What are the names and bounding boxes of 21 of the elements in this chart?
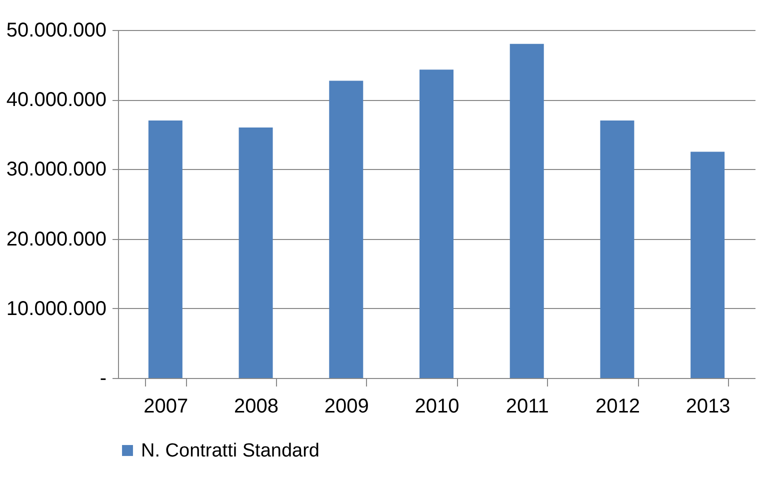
y-tick-label: 50.000.000 xyxy=(6,20,106,42)
x-tick-label: 2011 xyxy=(506,396,549,418)
x-tick-label: 2008 xyxy=(234,396,279,418)
x-tick-label: 2013 xyxy=(686,396,730,418)
x-tick-label: 2009 xyxy=(324,396,369,418)
x-tick-label: 2010 xyxy=(414,396,460,418)
bar xyxy=(148,120,182,378)
bar xyxy=(238,127,273,378)
bar xyxy=(510,44,544,378)
x-tick-label: 2007 xyxy=(144,396,188,418)
legend-label: N. Contratti Standard xyxy=(141,440,320,462)
y-tick-label: 20.000.000 xyxy=(6,228,106,250)
y-tick-label: 30.000.000 xyxy=(6,158,106,181)
bar xyxy=(600,120,634,378)
y-tick-label: 10.000.000 xyxy=(6,298,106,320)
bar xyxy=(329,80,364,378)
x-tick-label: 2012 xyxy=(595,396,640,418)
y-tick-label: - xyxy=(100,368,106,390)
bar xyxy=(690,152,725,378)
y-tick-label: 40.000.000 xyxy=(6,89,106,112)
bar xyxy=(420,70,454,378)
